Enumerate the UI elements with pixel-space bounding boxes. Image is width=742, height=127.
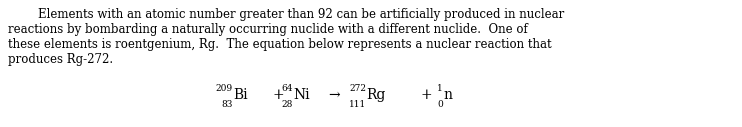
Text: 28: 28 — [282, 100, 293, 109]
Text: 209: 209 — [216, 84, 233, 93]
Text: Bi: Bi — [233, 88, 248, 102]
Text: →: → — [328, 88, 340, 102]
Text: Elements with an atomic number greater than 92 can be artificially produced in n: Elements with an atomic number greater t… — [8, 8, 564, 21]
Text: 64: 64 — [281, 84, 293, 93]
Text: 0: 0 — [437, 100, 443, 109]
Text: n: n — [443, 88, 452, 102]
Text: Rg: Rg — [366, 88, 385, 102]
Text: Ni: Ni — [293, 88, 309, 102]
Text: 111: 111 — [349, 100, 366, 109]
Text: these elements is roentgenium, Rg.  The equation below represents a nuclear reac: these elements is roentgenium, Rg. The e… — [8, 38, 551, 51]
Text: +: + — [272, 88, 283, 102]
Text: +: + — [420, 88, 432, 102]
Text: 83: 83 — [222, 100, 233, 109]
Text: produces Rg-272.: produces Rg-272. — [8, 53, 113, 66]
Text: reactions by bombarding a naturally occurring nuclide with a different nuclide. : reactions by bombarding a naturally occu… — [8, 23, 528, 36]
Text: 1: 1 — [437, 84, 443, 93]
Text: 272: 272 — [349, 84, 366, 93]
